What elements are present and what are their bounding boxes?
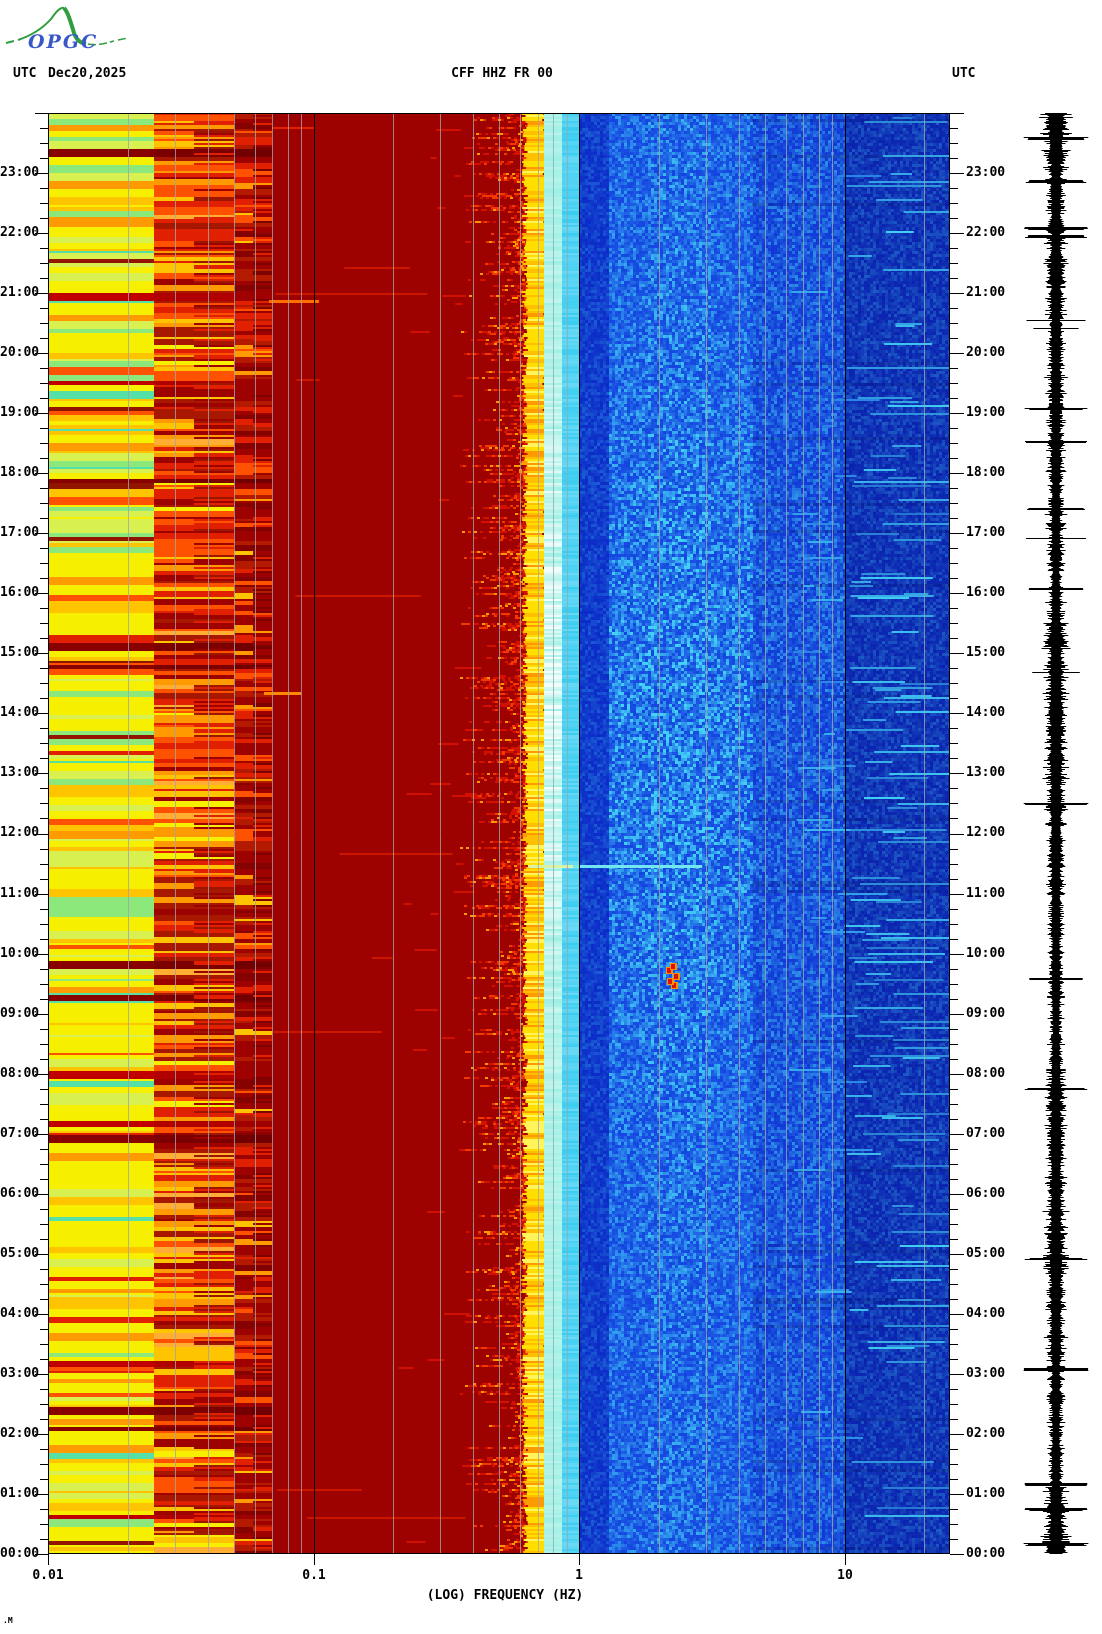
left-hour-label: 12:00 <box>0 825 40 840</box>
x-tick-label: 0.01 <box>32 1568 64 1583</box>
opgc-logo: OPGC <box>5 6 129 53</box>
right-hour-label: 15:00 <box>966 645 1006 660</box>
x-tick-label: 1 <box>575 1568 583 1583</box>
right-hour-label: 17:00 <box>966 525 1006 540</box>
left-hour-label: 06:00 <box>0 1186 40 1201</box>
right-hour-label: 05:00 <box>966 1246 1006 1261</box>
header-date-label: Dec20,2025 <box>48 66 127 81</box>
left-hour-label: 10:00 <box>0 946 40 961</box>
right-hour-label: 12:00 <box>966 825 1006 840</box>
right-hour-label: 11:00 <box>966 886 1006 901</box>
right-hour-label: 20:00 <box>966 345 1006 360</box>
left-hour-label: 16:00 <box>0 585 40 600</box>
right-hour-label: 08:00 <box>966 1066 1006 1081</box>
left-hour-label: 11:00 <box>0 886 40 901</box>
left-hour-label: 02:00 <box>0 1426 40 1441</box>
left-hour-label: 22:00 <box>0 225 40 240</box>
left-hour-label: 00:00 <box>0 1546 40 1561</box>
header-utc-left-label: UTC <box>13 66 37 81</box>
right-hour-label: 06:00 <box>966 1186 1006 1201</box>
left-hour-label: 19:00 <box>0 405 40 420</box>
left-hour-label: 04:00 <box>0 1306 40 1321</box>
right-hour-label: 01:00 <box>966 1486 1006 1501</box>
right-hour-label: 18:00 <box>966 465 1006 480</box>
left-hour-label: 17:00 <box>0 525 40 540</box>
right-hour-label: 03:00 <box>966 1366 1006 1381</box>
right-hour-label: 19:00 <box>966 405 1006 420</box>
x-tick-label: 0.1 <box>302 1568 326 1583</box>
right-hour-label: 00:00 <box>966 1546 1006 1561</box>
right-hour-label: 04:00 <box>966 1306 1006 1321</box>
page-title: CFF HHZ FR 00 <box>451 66 553 81</box>
left-hour-label: 23:00 <box>0 165 40 180</box>
right-hour-label: 22:00 <box>966 225 1006 240</box>
right-hour-label: 02:00 <box>966 1426 1006 1441</box>
right-hour-label: 14:00 <box>966 705 1006 720</box>
left-hour-label: 07:00 <box>0 1126 40 1141</box>
left-hour-label: 01:00 <box>0 1486 40 1501</box>
right-hour-label: 07:00 <box>966 1126 1006 1141</box>
logo-text: OPGC <box>28 31 98 53</box>
left-hour-label: 15:00 <box>0 645 40 660</box>
x-tick-label: 10 <box>837 1568 853 1583</box>
left-hour-label: 03:00 <box>0 1366 40 1381</box>
left-hour-label: 20:00 <box>0 345 40 360</box>
header-utc-right-label: UTC <box>952 66 976 81</box>
left-hour-label: 05:00 <box>0 1246 40 1261</box>
frequency-axis-label: (LOG) FREQUENCY (HZ) <box>426 1588 584 1603</box>
right-hour-label: 13:00 <box>966 765 1006 780</box>
left-hour-label: 14:00 <box>0 705 40 720</box>
right-hour-label: 21:00 <box>966 285 1006 300</box>
left-hour-label: 09:00 <box>0 1006 40 1021</box>
left-hour-label: 08:00 <box>0 1066 40 1081</box>
left-hour-label: 13:00 <box>0 765 40 780</box>
right-hour-label: 16:00 <box>966 585 1006 600</box>
left-hour-label: 21:00 <box>0 285 40 300</box>
left-hour-label: 18:00 <box>0 465 40 480</box>
corner-mark: .M <box>3 1616 13 1625</box>
right-hour-label: 09:00 <box>966 1006 1006 1021</box>
right-hour-label: 23:00 <box>966 165 1006 180</box>
spectrogram-heatmap <box>48 113 950 1554</box>
right-hour-label: 10:00 <box>966 946 1006 961</box>
seismogram-trace <box>1022 113 1092 1554</box>
